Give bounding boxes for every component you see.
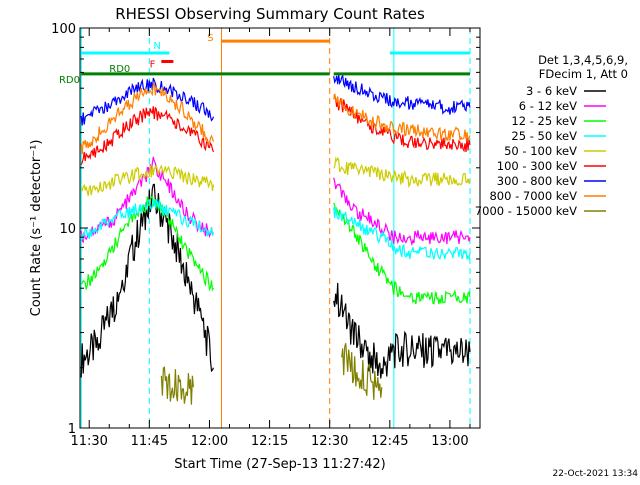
x-tick-label-5: 12:45 <box>371 434 408 449</box>
series-line-3-6-kev-seg1 <box>333 282 471 379</box>
x-tick-label-0: 11:30 <box>70 434 107 449</box>
chart-title: RHESSI Observing Summary Count Rates <box>115 5 425 23</box>
x-axis-label: Start Time (27-Sep-13 11:27:42) <box>174 457 385 472</box>
series-line-12-25-kev-seg1 <box>333 202 471 305</box>
series-line-800-7000-kev-seg0 <box>80 81 215 155</box>
legend-label-4: 50 - 100 keV <box>504 144 577 158</box>
y-tick-label-1: 10 <box>59 222 76 237</box>
series-line-50-100-kev-seg0 <box>80 164 215 196</box>
series-line-25-50-kev-seg1 <box>333 206 471 261</box>
flag-label-rd0-4: RD0 <box>59 75 80 86</box>
y-axis-label: Count Rate (s⁻¹ detector⁻¹) <box>29 140 44 317</box>
x-tick-label-1: 11:45 <box>131 434 168 449</box>
legend-label-2: 12 - 25 keV <box>511 114 577 128</box>
series-line-3-6-kev-seg0 <box>80 183 215 378</box>
flag-label-f-1: F <box>150 59 156 70</box>
legend-label-7: 800 - 7000 keV <box>489 189 577 203</box>
y-tick-label-2: 100 <box>51 22 76 37</box>
legend-label-1: 6 - 12 keV <box>519 99 577 113</box>
legend-label-8: 7000 - 15000 keV <box>475 204 577 218</box>
series-line-7000-15000-kev-seg1 <box>341 343 383 400</box>
series-line-300-800-kev-seg0 <box>80 77 215 126</box>
x-tick-label-4: 12:30 <box>311 434 348 449</box>
x-tick-label-6: 13:00 <box>431 434 468 449</box>
series-line-100-300-kev-seg0 <box>80 106 215 165</box>
flag-label-rd0-3: RD0 <box>109 64 130 75</box>
legend: Det 1,3,4,5,6,9,FDecim 1, Att 0 3 - 6 keV… <box>475 53 628 218</box>
x-tick-label-3: 12:15 <box>251 434 288 449</box>
y-tick-label-0: 1 <box>68 422 76 437</box>
series-line-50-100-kev-seg1 <box>333 156 471 189</box>
series-line-7000-15000-kev-seg0 <box>160 366 194 405</box>
series-line-6-12-kev-seg0 <box>80 156 215 244</box>
legend-header-1: FDecim 1, Att 0 <box>539 67 628 81</box>
legend-header-0: Det 1,3,4,5,6,9, <box>538 53 628 67</box>
x-tick-label-2: 12:00 <box>191 434 228 449</box>
series-line-6-12-kev-seg1 <box>333 177 471 247</box>
legend-label-6: 300 - 800 keV <box>497 174 577 188</box>
legend-label-5: 100 - 300 keV <box>497 159 577 173</box>
series-line-300-800-kev-seg1 <box>333 73 471 115</box>
series-line-25-50-kev-seg0 <box>80 198 215 242</box>
plot-area: NF S RD0 RD0 11:30 11:45 12:00 12:15 12:30 12:45 1… <box>51 22 481 449</box>
series-line-800-7000-kev-seg1 <box>333 93 471 143</box>
flag-label-s-2: S <box>207 33 213 44</box>
series-line-12-25-kev-seg0 <box>80 195 215 292</box>
render-timestamp: 22-Oct-2021 13:34 <box>553 469 639 479</box>
legend-label-3: 25 - 50 keV <box>511 129 577 143</box>
legend-label-0: 3 - 6 keV <box>526 84 577 98</box>
flag-label-n-0: N <box>153 41 160 52</box>
